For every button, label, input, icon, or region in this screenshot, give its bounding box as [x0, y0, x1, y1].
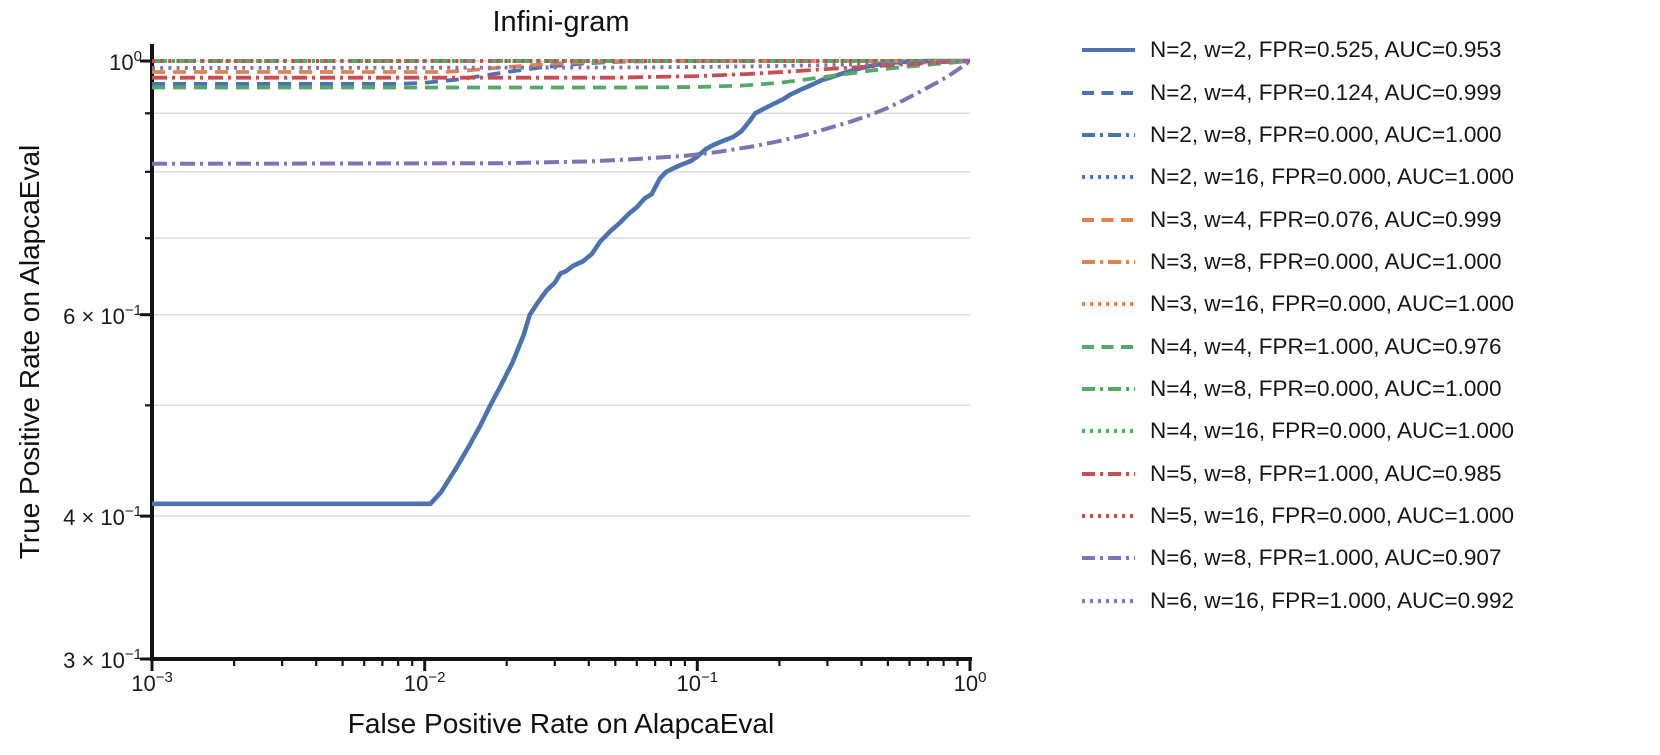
legend-item: N=3, w=8, FPR=0.000, AUC=1.000: [1082, 241, 1514, 283]
legend-item: N=2, w=4, FPR=0.124, AUC=0.999: [1082, 71, 1514, 113]
legend-line-swatch: [1082, 598, 1135, 603]
legend-line-swatch: [1082, 556, 1135, 561]
legend-line-swatch: [1082, 429, 1135, 434]
legend-item-label: N=6, w=8, FPR=1.000, AUC=0.907: [1150, 545, 1502, 571]
legend-item: N=3, w=4, FPR=0.076, AUC=0.999: [1082, 198, 1514, 240]
legend-item-label: N=2, w=16, FPR=0.000, AUC=1.000: [1150, 164, 1514, 190]
roc-chart: [140, 44, 972, 671]
legend-line-swatch: [1082, 132, 1135, 137]
legend-line-swatch: [1082, 513, 1135, 518]
y-tick-label: 4 × 10−1: [63, 503, 142, 531]
x-axis-label: False Positive Rate on AlapcaEval: [347, 708, 775, 739]
legend-item-label: N=4, w=8, FPR=0.000, AUC=1.000: [1150, 375, 1502, 401]
legend-line-swatch: [1082, 90, 1135, 95]
legend-item-label: N=5, w=8, FPR=1.000, AUC=0.985: [1150, 460, 1502, 486]
legend-item: N=6, w=16, FPR=1.000, AUC=0.992: [1082, 579, 1514, 621]
legend-line-swatch: [1082, 175, 1135, 180]
curve-n5-w8: [152, 59, 971, 80]
legend-item-label: N=4, w=16, FPR=0.000, AUC=1.000: [1150, 418, 1514, 444]
legend-item: N=2, w=2, FPR=0.525, AUC=0.953: [1082, 29, 1514, 71]
legend-item-label: N=3, w=16, FPR=0.000, AUC=1.000: [1150, 291, 1514, 317]
legend-item: N=2, w=8, FPR=0.000, AUC=1.000: [1082, 114, 1514, 156]
legend-item-label: N=2, w=4, FPR=0.124, AUC=0.999: [1150, 79, 1502, 105]
legend-item-label: N=4, w=4, FPR=1.000, AUC=0.976: [1150, 333, 1502, 359]
x-tick-label: 10−3: [131, 669, 173, 696]
legend-item-label: N=3, w=8, FPR=0.000, AUC=1.000: [1150, 248, 1502, 274]
y-tick-label: 3 × 10−1: [63, 646, 142, 673]
legend-item: N=6, w=8, FPR=1.000, AUC=0.907: [1082, 537, 1514, 579]
chart-title: Infini-gram: [492, 6, 630, 38]
legend-item: N=4, w=8, FPR=0.000, AUC=1.000: [1082, 368, 1514, 410]
y-tick-label: 6 × 10−1: [63, 301, 142, 329]
legend-item: N=4, w=4, FPR=1.000, AUC=0.976: [1082, 325, 1514, 367]
legend-line-swatch: [1082, 259, 1135, 264]
legend-line-swatch: [1082, 217, 1135, 222]
legend-item-label: N=5, w=16, FPR=0.000, AUC=1.000: [1150, 502, 1514, 528]
legend-item-label: N=3, w=4, FPR=0.076, AUC=0.999: [1150, 206, 1502, 232]
y-axis-label: True Positive Rate on AlapcaEval: [14, 144, 45, 560]
curve-n2-w2: [152, 58, 970, 507]
legend-item: N=3, w=16, FPR=0.000, AUC=1.000: [1082, 283, 1514, 325]
legend-item: N=4, w=16, FPR=0.000, AUC=1.000: [1082, 410, 1514, 452]
x-tick-label: 10−2: [403, 669, 446, 696]
legend-line-swatch: [1082, 302, 1135, 307]
x-tick-label: 100: [953, 669, 987, 696]
legend-line-swatch: [1082, 471, 1135, 476]
legend-item-label: N=6, w=16, FPR=1.000, AUC=0.992: [1150, 587, 1514, 613]
legend-item: N=5, w=8, FPR=1.000, AUC=0.985: [1082, 452, 1514, 494]
legend-line-swatch: [1082, 344, 1135, 349]
legend-line-swatch: [1082, 386, 1135, 391]
legend-item: N=2, w=16, FPR=0.000, AUC=1.000: [1082, 156, 1514, 198]
legend: N=2, w=2, FPR=0.525, AUC=0.953 N=2, w=4, …: [1082, 29, 1514, 622]
legend-item-label: N=2, w=2, FPR=0.525, AUC=0.953: [1150, 37, 1502, 63]
legend-line-swatch: [1082, 48, 1135, 53]
y-tick-label: 100: [109, 48, 142, 75]
legend-item: N=5, w=16, FPR=0.000, AUC=1.000: [1082, 495, 1514, 537]
x-tick-label: 10−1: [676, 669, 719, 696]
curve-n6-w8: [151, 59, 972, 166]
legend-item-label: N=2, w=8, FPR=0.000, AUC=1.000: [1150, 121, 1502, 147]
